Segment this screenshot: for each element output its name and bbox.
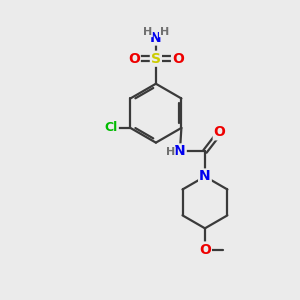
Text: N: N — [199, 169, 211, 184]
Text: H: H — [143, 27, 152, 37]
Text: O: O — [128, 52, 140, 66]
Text: N: N — [174, 145, 186, 158]
Text: S: S — [151, 52, 161, 66]
Text: H: H — [160, 27, 169, 37]
Text: O: O — [172, 52, 184, 66]
Text: O: O — [199, 242, 211, 256]
Text: H: H — [166, 147, 175, 157]
Text: O: O — [214, 125, 226, 139]
Text: Cl: Cl — [105, 122, 118, 134]
Text: N: N — [150, 31, 162, 44]
